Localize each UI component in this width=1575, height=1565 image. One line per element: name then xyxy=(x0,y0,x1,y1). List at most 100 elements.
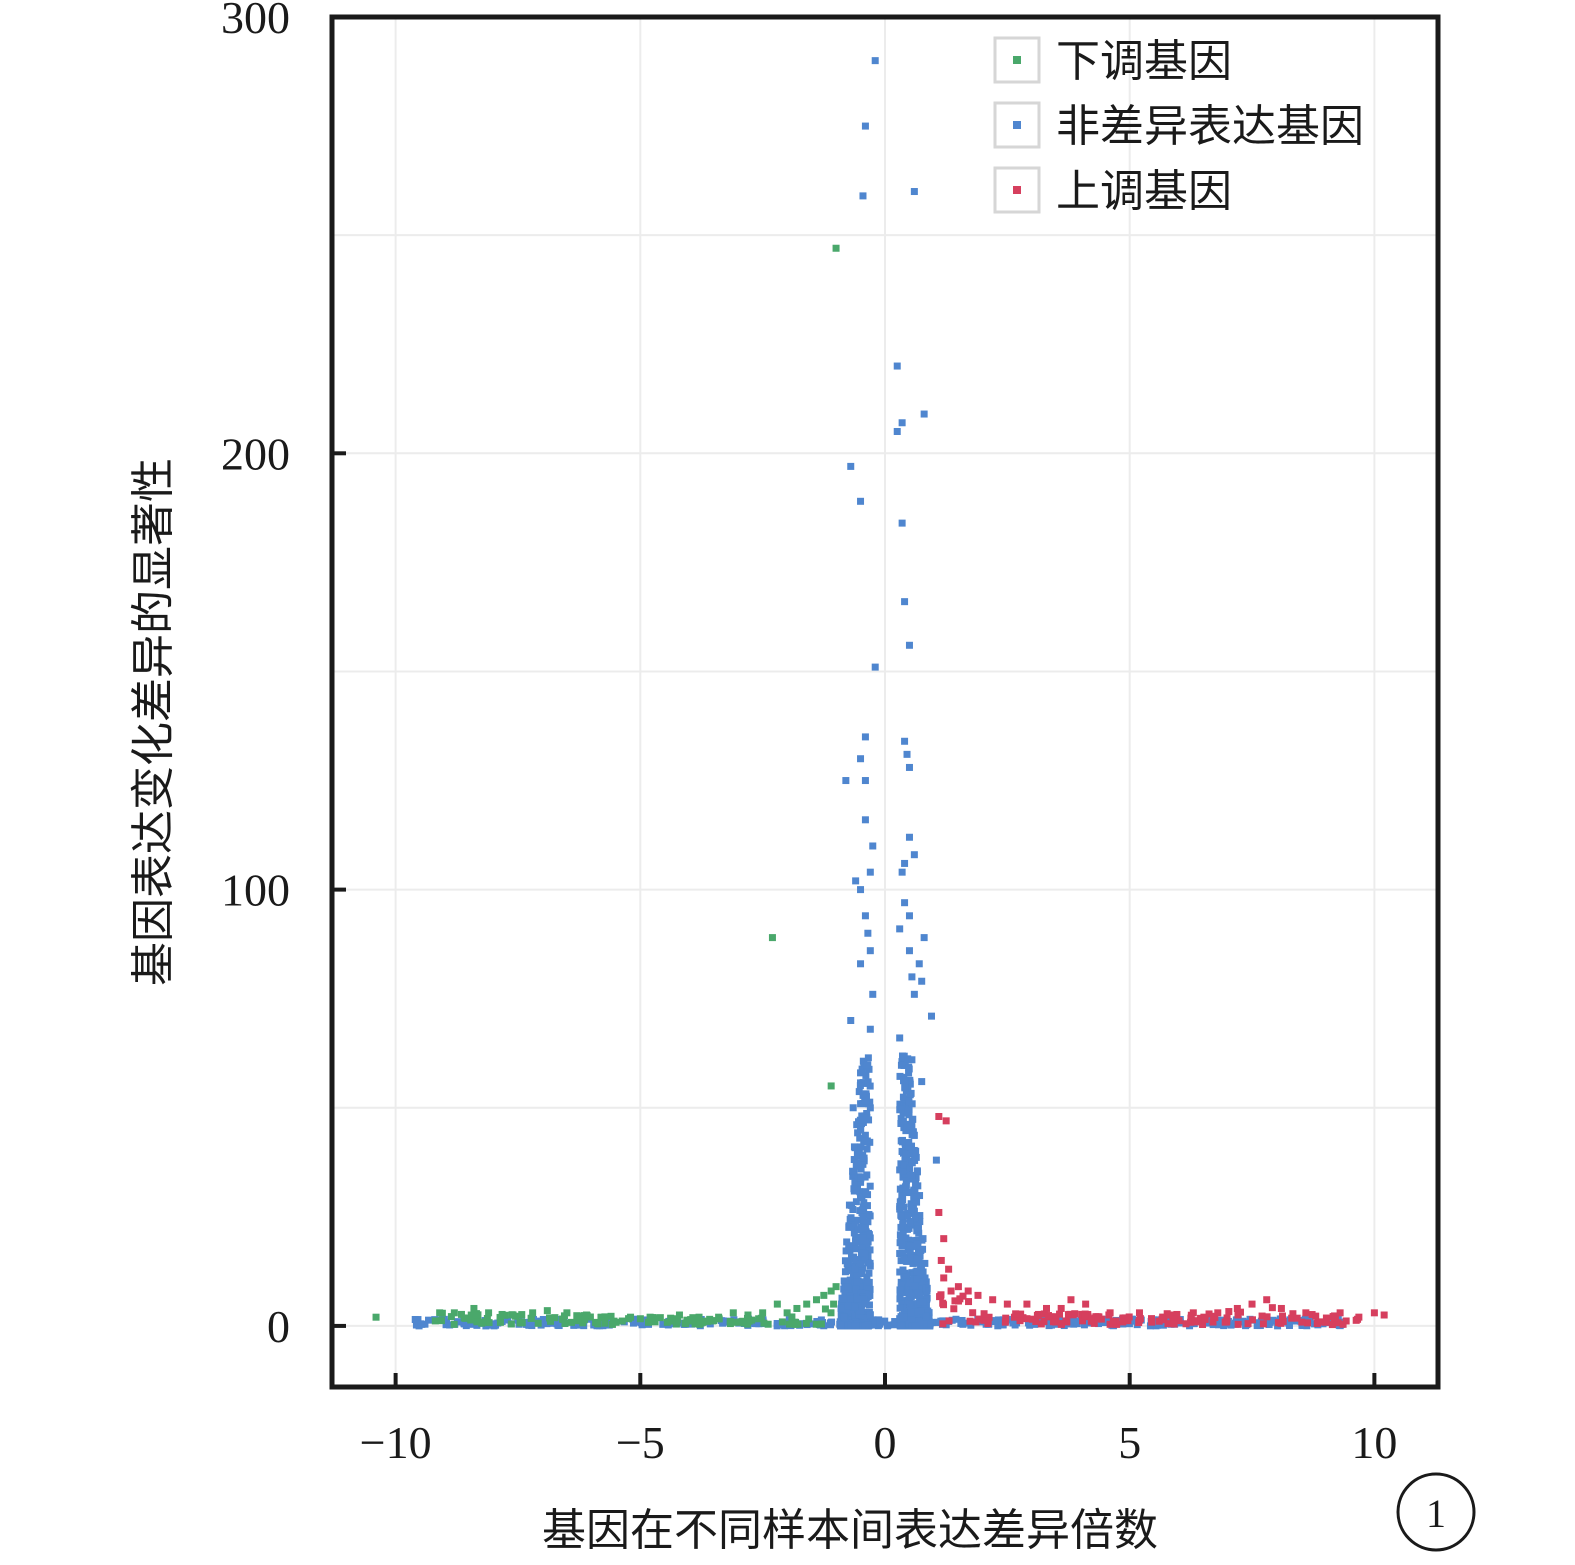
scatter-point xyxy=(951,1297,959,1305)
scatter-point xyxy=(849,1206,857,1214)
scatter-point xyxy=(457,1310,465,1318)
scatter-point xyxy=(863,1245,871,1253)
scatter-point xyxy=(1173,1310,1181,1318)
scatter-point xyxy=(732,1318,740,1326)
scatter-point xyxy=(1062,1317,1070,1325)
scatter-point xyxy=(853,1272,861,1280)
scatter-point xyxy=(837,1321,845,1329)
scatter-point xyxy=(901,1155,909,1163)
scatter-point xyxy=(866,1291,874,1299)
scatter-point xyxy=(859,1154,867,1162)
scatter-point xyxy=(1002,1314,1010,1322)
scatter-point xyxy=(913,1255,921,1263)
scatter-point xyxy=(925,1322,933,1330)
scatter-point xyxy=(936,1293,944,1301)
scatter-point xyxy=(859,1160,867,1168)
x-axis-title: 基因在不同样本间表达差异倍数 xyxy=(542,1505,1158,1556)
scatter-point xyxy=(875,1316,883,1324)
scatter-point xyxy=(755,1315,763,1323)
scatter-point xyxy=(1278,1312,1286,1320)
scatter-point xyxy=(485,1309,493,1317)
scatter-point xyxy=(898,1187,906,1195)
scatter-point xyxy=(919,1298,927,1306)
scatter-point xyxy=(858,1193,866,1201)
scatter-point xyxy=(850,1229,858,1237)
scatter-point xyxy=(862,1071,870,1079)
scatter-point xyxy=(901,598,909,606)
scatter-point xyxy=(1170,1315,1178,1323)
panel-label-text: 1 xyxy=(1426,1491,1446,1536)
scatter-point xyxy=(607,1312,615,1320)
scatter-point xyxy=(1121,1314,1129,1322)
scatter-point xyxy=(915,960,923,968)
scatter-point xyxy=(905,1320,913,1328)
scatter-point xyxy=(848,1263,856,1271)
scatter-point xyxy=(1026,1321,1034,1329)
scatter-point xyxy=(891,1318,899,1326)
scatter-point xyxy=(436,1309,444,1317)
scatter-point xyxy=(1277,1304,1285,1312)
scatter-point xyxy=(904,1296,912,1304)
scatter-point xyxy=(692,1317,700,1325)
scatter-point xyxy=(905,1236,913,1244)
scatter-point xyxy=(1087,1317,1095,1325)
scatter-point xyxy=(896,1072,904,1080)
scatter-point xyxy=(1042,1304,1050,1312)
scatter-point xyxy=(899,1117,907,1125)
scatter-point xyxy=(1268,1304,1276,1312)
scatter-point xyxy=(866,1311,874,1319)
scatter-point xyxy=(729,1309,737,1317)
scatter-point xyxy=(668,1317,676,1325)
scatter-point xyxy=(860,1314,868,1322)
scatter-point xyxy=(1095,1313,1103,1321)
scatter-point xyxy=(904,1108,912,1116)
scatter-point xyxy=(663,1318,671,1326)
scatter-point xyxy=(601,1313,609,1321)
scatter-point xyxy=(827,1287,835,1295)
scatter-point xyxy=(899,1266,907,1274)
scatter-point xyxy=(845,1242,853,1250)
scatter-point xyxy=(864,1054,872,1062)
scatter-point xyxy=(483,1314,491,1322)
scatter-point xyxy=(675,1311,683,1319)
scatter-point xyxy=(1288,1314,1296,1322)
scatter-point xyxy=(866,1098,874,1106)
scatter-point xyxy=(759,1309,767,1317)
scatter-point xyxy=(1308,1311,1316,1319)
scatter-point xyxy=(1201,1315,1209,1323)
legend-swatch xyxy=(1013,121,1021,129)
scatter-point xyxy=(1293,1314,1301,1322)
scatter-point xyxy=(863,1202,871,1210)
scatter-point xyxy=(861,1300,869,1308)
scatter-point xyxy=(650,1317,658,1325)
scatter-points xyxy=(372,57,1388,1330)
scatter-point xyxy=(1032,1317,1040,1325)
scatter-point xyxy=(896,1304,904,1312)
scatter-point xyxy=(856,1322,864,1330)
scatter-point xyxy=(980,1316,988,1324)
scatter-point xyxy=(896,1205,904,1213)
scatter-point xyxy=(1302,1309,1310,1317)
scatter-point xyxy=(863,1109,871,1117)
scatter-point xyxy=(861,733,869,741)
scatter-point xyxy=(866,1025,874,1033)
scatter-point xyxy=(646,1313,654,1321)
scatter-point xyxy=(1152,1322,1160,1330)
scatter-point xyxy=(866,868,874,876)
scatter-point xyxy=(1147,1315,1155,1323)
scatter-point xyxy=(863,1137,871,1145)
scatter-point xyxy=(907,1293,915,1301)
scatter-point xyxy=(1033,1311,1041,1319)
scatter-point xyxy=(916,1218,924,1226)
scatter-point xyxy=(1331,1314,1339,1322)
scatter-point xyxy=(1266,1318,1274,1326)
scatter-point xyxy=(933,1318,941,1326)
scatter-point xyxy=(871,57,879,65)
scatter-point xyxy=(950,1305,958,1313)
scatter-point xyxy=(899,1314,907,1322)
scatter-point xyxy=(581,1315,589,1323)
scatter-point xyxy=(706,1315,714,1323)
scatter-point xyxy=(905,1145,913,1153)
scatter-point xyxy=(1285,1322,1293,1330)
